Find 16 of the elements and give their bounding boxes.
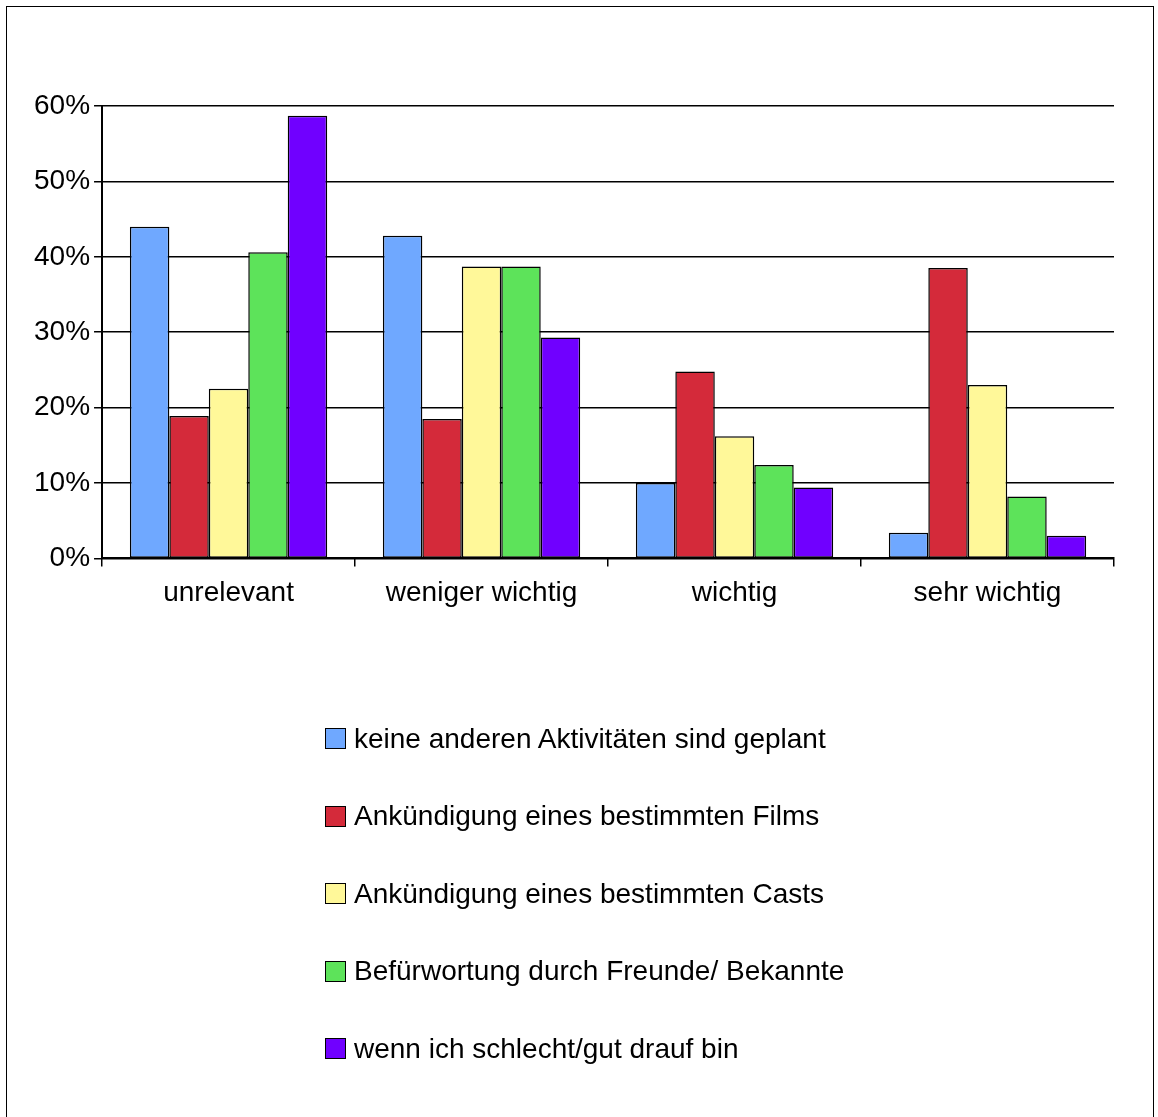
legend-label: wenn ich schlecht/gut drauf bin [354,1032,739,1065]
legend-label: Ankündigung eines bestimmten Films [354,800,820,833]
x-tick-label: unrelevant [163,575,295,607]
y-tick-label: 40% [33,239,91,271]
x-tick-label: sehr wichtig [913,575,1062,607]
y-tick-label: 60% [33,88,91,120]
legend-label: Befürwortung durch Freunde/ Bekannte [354,955,845,988]
x-tick-label: wichtig [690,575,778,607]
y-tick-label: 50% [33,164,91,196]
y-tick-label: 0% [49,541,91,573]
legend-label: keine anderen Aktivitäten sind geplant [354,722,826,755]
y-tick-label: 30% [33,314,91,346]
y-tick-label: 20% [33,390,91,422]
y-tick-label: 10% [33,465,91,497]
x-tick-label: weniger wichtig [384,575,578,607]
legend-label: Ankündigung eines bestimmten Casts [354,877,825,910]
